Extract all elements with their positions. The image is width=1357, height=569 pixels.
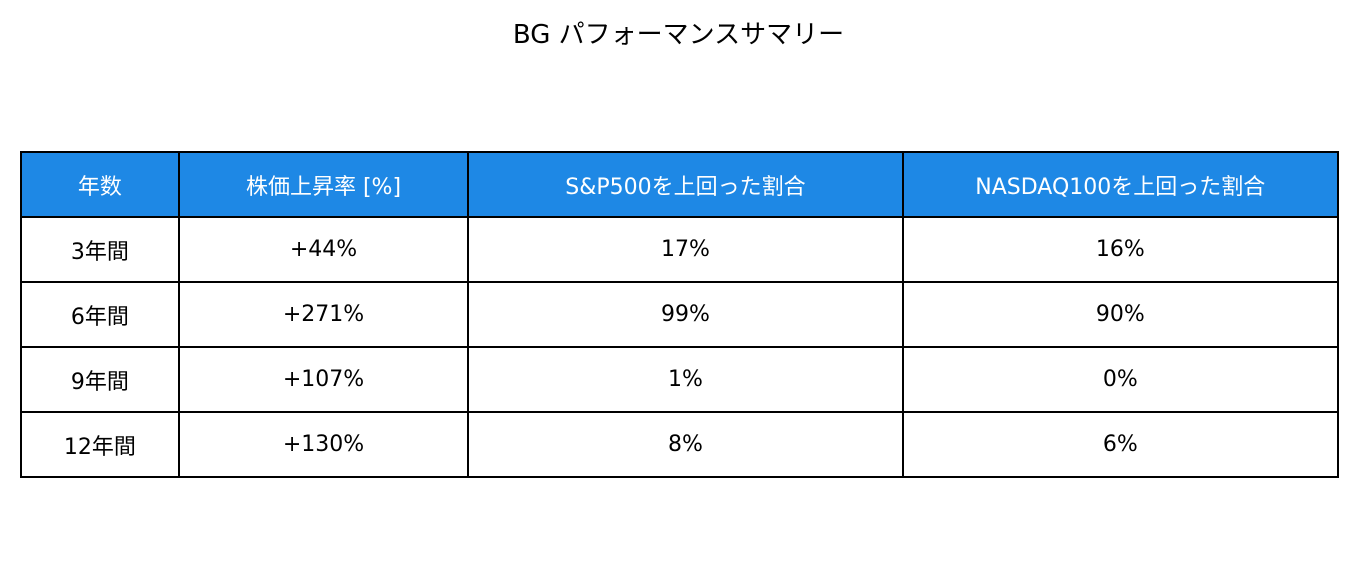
table-cell: 99% — [467, 281, 904, 348]
table-cell: 16% — [901, 216, 1340, 283]
table-cell: 8% — [467, 411, 904, 478]
table-cell: +107% — [177, 346, 470, 413]
table-row: 12年間 +130% 8% 6% — [20, 411, 1340, 478]
table-cell: 17% — [467, 216, 904, 283]
table-cell: 90% — [901, 281, 1340, 348]
table-cell: 0% — [901, 346, 1340, 413]
table-cell: 12年間 — [20, 411, 180, 478]
table-row: 6年間 +271% 99% 90% — [20, 281, 1340, 348]
table-cell: 3年間 — [20, 216, 180, 283]
table-cell: +271% — [177, 281, 470, 348]
table-row: 3年間 +44% 17% 16% — [20, 216, 1340, 283]
table-body: 3年間 +44% 17% 16% 6年間 +271% 99% 90% 9年間 +107% 1% 0% 1… — [20, 216, 1340, 478]
table-cell: 6年間 — [20, 281, 180, 348]
header-cell: NASDAQ100を上回った割合 — [901, 151, 1340, 218]
header-row: 年数 株価上昇率 [%] S&P500を上回った割合 NASDAQ100を上回った割合 — [20, 151, 1340, 218]
title: BG パフォーマンスサマリー — [512, 20, 845, 50]
table-cell: 1% — [467, 346, 904, 413]
header-cell: S&P500を上回った割合 — [467, 151, 904, 218]
table-row: 9年間 +107% 1% 0% — [20, 346, 1340, 413]
table-cell: 9年間 — [20, 346, 180, 413]
table-cell: +130% — [177, 411, 470, 478]
table-cell: 6% — [901, 411, 1340, 478]
header-cell: 株価上昇率 [%] — [177, 151, 470, 218]
table-cell: +44% — [177, 216, 470, 283]
summary-table: 年数 株価上昇率 [%] S&P500を上回った割合 NASDAQ100を上回った割合… — [20, 151, 1340, 478]
header-cell: 年数 — [20, 151, 180, 218]
